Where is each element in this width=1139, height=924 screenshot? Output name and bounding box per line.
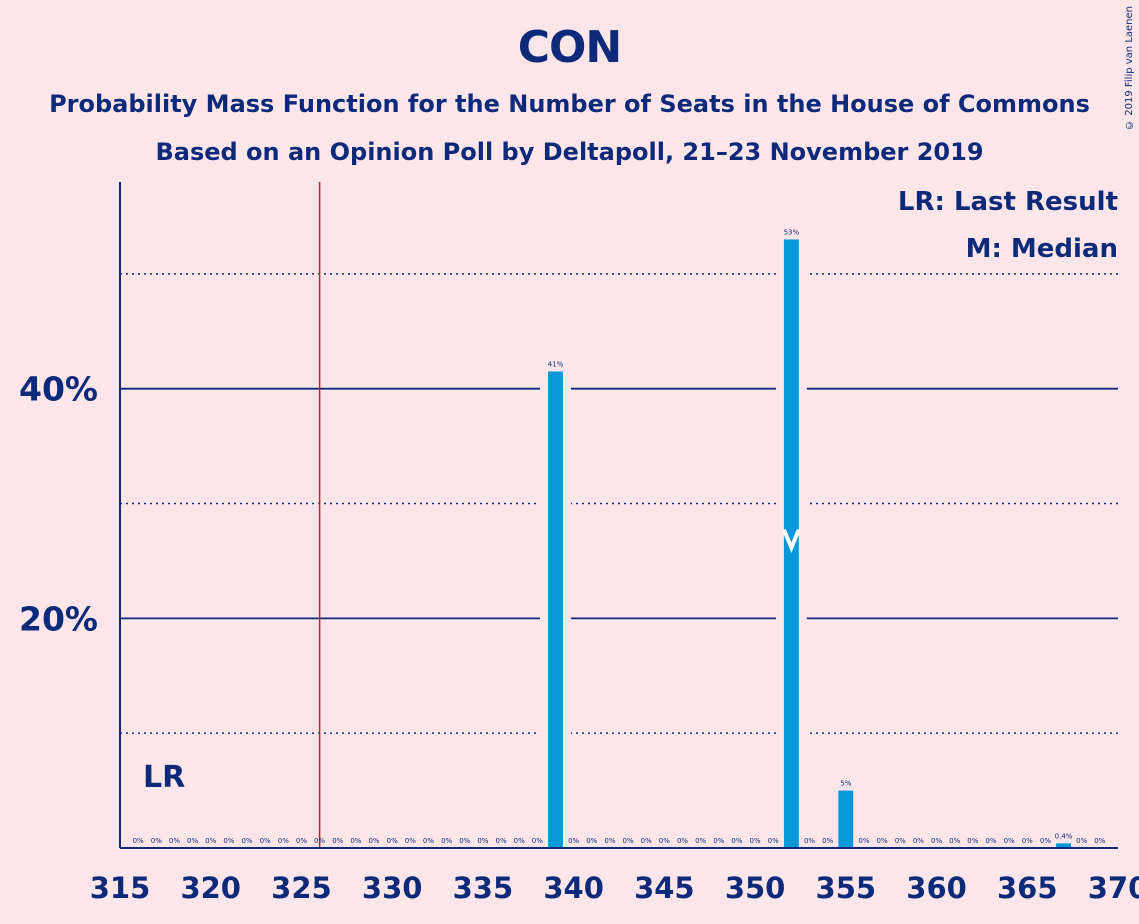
bar-label-360: 0% <box>931 837 942 845</box>
bar-label-345: 0% <box>659 837 670 845</box>
bar-label-330: 0% <box>387 837 398 845</box>
bar-label-333: 0% <box>441 837 452 845</box>
x-tick-350: 350 <box>725 871 786 905</box>
bar-label-344: 0% <box>641 837 652 845</box>
bar-355 <box>838 790 854 848</box>
bar-label-323: 0% <box>260 837 271 845</box>
bar-label-352: 53% <box>784 228 800 236</box>
bar-label-341: 0% <box>586 837 597 845</box>
bar-label-338: 0% <box>532 837 543 845</box>
bar-label-322: 0% <box>241 837 252 845</box>
chart-title: CON <box>517 22 623 73</box>
bar-label-342: 0% <box>604 837 615 845</box>
bar-label-353: 0% <box>804 837 815 845</box>
bar-label-356: 0% <box>858 837 869 845</box>
chart-subtitle: Probability Mass Function for the Number… <box>49 90 1090 118</box>
x-tick-365: 365 <box>997 871 1058 905</box>
markers <box>782 528 801 553</box>
bar-label-349: 0% <box>731 837 742 845</box>
bar-label-350: 0% <box>750 837 761 845</box>
bar-label-367: 0.4% <box>1055 832 1073 840</box>
bar-label-321: 0% <box>223 837 234 845</box>
bar-label-335: 0% <box>477 837 488 845</box>
bar-label-365: 0% <box>1022 837 1033 845</box>
y-tick-40: 40% <box>19 370 98 409</box>
bar-label-363: 0% <box>985 837 996 845</box>
bar-label-327: 0% <box>332 837 343 845</box>
bar-label-337: 0% <box>514 837 525 845</box>
bar-label-368: 0% <box>1076 837 1087 845</box>
bar-label-354: 0% <box>822 837 833 845</box>
x-tick-370: 370 <box>1088 871 1139 905</box>
bar-label-324: 0% <box>278 837 289 845</box>
bar-label-346: 0% <box>677 837 688 845</box>
bar-label-361: 0% <box>949 837 960 845</box>
x-tick-330: 330 <box>362 871 423 905</box>
bar-label-347: 0% <box>695 837 706 845</box>
y-tick-20: 20% <box>19 599 98 638</box>
bar-label-328: 0% <box>350 837 361 845</box>
x-tick-325: 325 <box>271 871 332 905</box>
bar-367 <box>1056 843 1072 848</box>
bar-label-366: 0% <box>1040 837 1051 845</box>
bar-label-334: 0% <box>459 837 470 845</box>
x-tick-315: 315 <box>90 871 151 905</box>
x-tick-340: 340 <box>543 871 604 905</box>
axes: 315 320 325 330 335 340 345 350 355 360 365 370 20% 4… <box>19 182 1139 905</box>
bar-label-351: 0% <box>768 837 779 845</box>
bar-label-343: 0% <box>623 837 634 845</box>
bar-label-326: 0% <box>314 837 325 845</box>
gridlines <box>120 182 1118 848</box>
chart-source-subtitle: Based on an Opinion Poll by Deltapoll, 2… <box>155 138 984 166</box>
bar-label-332: 0% <box>423 837 434 845</box>
bar-label-355: 5% <box>840 780 851 788</box>
last-result-label: LR <box>143 760 185 795</box>
bar-label-318: 0% <box>169 837 180 845</box>
bar-label-331: 0% <box>405 837 416 845</box>
bar-label-329: 0% <box>368 837 379 845</box>
bar-label-325: 0% <box>296 837 307 845</box>
bars <box>540 239 1080 848</box>
bar-label-369: 0% <box>1094 837 1105 845</box>
bar-label-364: 0% <box>1004 837 1015 845</box>
legend: LR: Last Result M: Median <box>898 187 1118 264</box>
bar-label-320: 0% <box>205 837 216 845</box>
x-tick-355: 355 <box>816 871 877 905</box>
bar-label-317: 0% <box>151 837 162 845</box>
bar-label-357: 0% <box>877 837 888 845</box>
bar-339 <box>548 371 563 848</box>
bar-label-316: 0% <box>133 837 144 845</box>
median-marker <box>782 528 801 553</box>
bar-label-319: 0% <box>187 837 198 845</box>
bar-label-339: 41% <box>548 360 564 368</box>
x-tick-360: 360 <box>906 871 967 905</box>
bar-label-340: 0% <box>568 837 579 845</box>
bar-label-348: 0% <box>713 837 724 845</box>
bar-label-359: 0% <box>913 837 924 845</box>
x-tick-335: 335 <box>453 871 514 905</box>
bar-label-336: 0% <box>495 837 506 845</box>
x-tick-320: 320 <box>180 871 241 905</box>
legend-last-result: LR: Last Result <box>898 187 1118 217</box>
legend-median: M: Median <box>966 234 1118 264</box>
bar-label-362: 0% <box>967 837 978 845</box>
x-tick-345: 345 <box>634 871 695 905</box>
bar-label-358: 0% <box>895 837 906 845</box>
bar-labels: 0% 0% 0% 0% 0% 0% 0% 0% 0% 0% 0% 0% 0% 0% 0% 0% 0% 0% 0% 0%… <box>133 228 1106 845</box>
